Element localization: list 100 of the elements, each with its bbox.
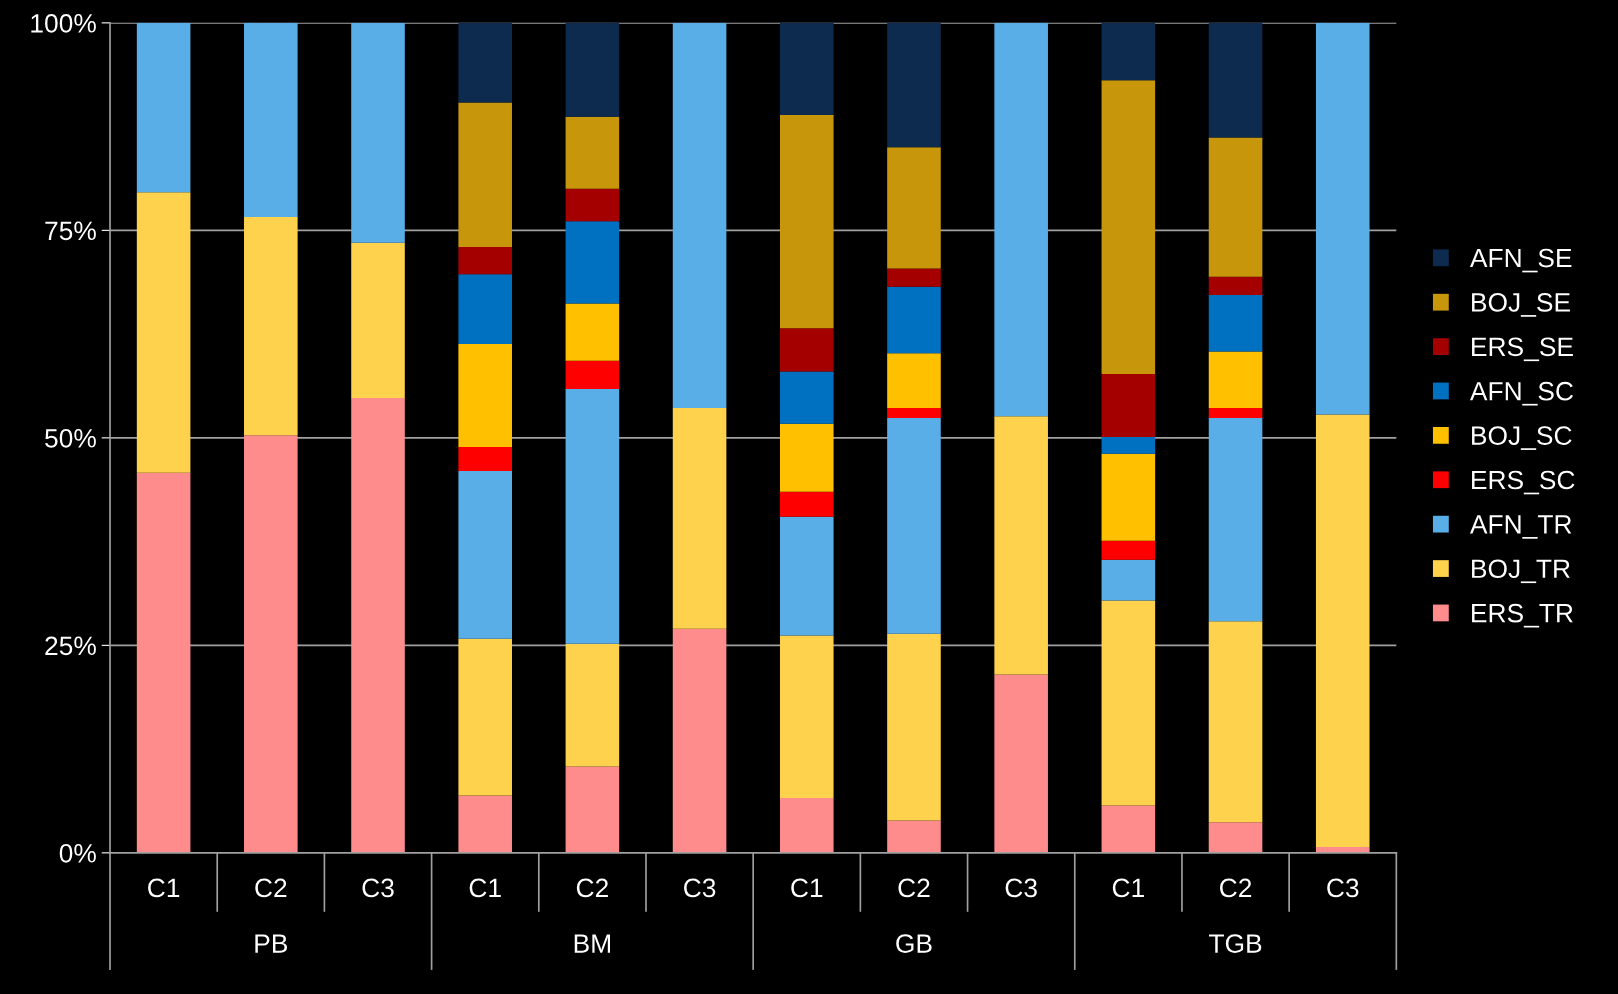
- bar: [887, 268, 941, 287]
- bar: [244, 22, 298, 218]
- bar: [779, 22, 834, 115]
- bar: [779, 491, 834, 517]
- bar: [1208, 621, 1263, 823]
- bar: [458, 22, 512, 103]
- bar: [244, 435, 298, 853]
- bar: [1208, 137, 1263, 277]
- bar: [565, 360, 620, 389]
- bar: [1315, 414, 1370, 848]
- bar: [351, 242, 405, 399]
- bar: [779, 635, 834, 799]
- bar: [565, 116, 620, 189]
- bar: [779, 423, 834, 492]
- x-tick-label: C2: [1220, 878, 1252, 898]
- bar: [779, 798, 834, 853]
- bar: [779, 371, 834, 424]
- x-tick-label: C3: [684, 878, 716, 898]
- text: BM: [574, 934, 611, 953]
- bar: [1101, 600, 1156, 806]
- bar: [1208, 22, 1263, 138]
- bar: [565, 766, 620, 853]
- x-tick-label: C1: [791, 878, 823, 898]
- bar: [887, 633, 941, 821]
- bar: [458, 446, 512, 472]
- bar: [565, 188, 620, 222]
- bar: [1208, 417, 1263, 622]
- bar: [779, 114, 834, 329]
- x-tick-label: C1: [148, 878, 180, 898]
- bar: [1101, 437, 1156, 454]
- bar: [1101, 540, 1156, 560]
- bar: [1101, 805, 1156, 853]
- legend-label: AFN_SE: [1469, 248, 1572, 273]
- bar: [458, 471, 512, 639]
- bar: [136, 192, 191, 473]
- bar: [1208, 276, 1263, 296]
- bar: [351, 22, 405, 243]
- bar: [779, 328, 834, 372]
- bar: [1101, 22, 1156, 81]
- bar: [565, 22, 620, 117]
- bar: [1315, 22, 1370, 415]
- bar: [244, 217, 298, 436]
- bar: [1101, 559, 1156, 601]
- bar: [458, 274, 512, 345]
- bar: [136, 472, 191, 853]
- y-tick-label: 25%: [45, 636, 96, 656]
- bar: [1208, 822, 1263, 853]
- bar: [458, 344, 512, 447]
- bar: [887, 417, 941, 634]
- bar: [458, 638, 512, 796]
- bar: [672, 22, 727, 408]
- x-tick-label: C3: [1327, 878, 1359, 898]
- bar: [1101, 373, 1156, 438]
- x-tick-label: C2: [898, 878, 930, 898]
- bar: [1101, 80, 1156, 374]
- bar: [136, 22, 191, 193]
- bar: [1208, 351, 1263, 408]
- bar: [994, 674, 1048, 853]
- bar: [458, 795, 512, 853]
- x-tick-label: C3: [362, 878, 394, 898]
- bar: [565, 388, 620, 644]
- bar: [565, 303, 620, 361]
- bar: [458, 102, 512, 247]
- bar: [672, 407, 727, 629]
- bar: [994, 416, 1048, 675]
- legend-label: AFN_TR: [1469, 515, 1572, 539]
- y-tick-label: 100%: [31, 14, 96, 33]
- x-tick-label: C1: [469, 878, 501, 898]
- text: TGB: [1209, 934, 1262, 953]
- bar: [887, 353, 941, 408]
- y-tick-label: 75%: [45, 221, 96, 241]
- y-tick-label: 50%: [45, 428, 96, 448]
- legend-label: ERS_SE: [1472, 337, 1573, 362]
- y-tick-label: 0%: [59, 843, 96, 863]
- legend-label: BOJ_SE: [1472, 293, 1570, 317]
- bar: [1208, 407, 1263, 418]
- bar: [887, 820, 941, 853]
- text: PB: [255, 934, 288, 953]
- legend-label: ERS_TR: [1472, 603, 1573, 628]
- legend-label: BOJ_TR: [1472, 559, 1570, 584]
- bar: [565, 643, 620, 767]
- legend-label: BOJ_SC: [1472, 426, 1572, 450]
- x-tick-label: C3: [1005, 878, 1037, 898]
- bar: [672, 628, 727, 853]
- bar: [1208, 295, 1263, 352]
- x-tick-label: C1: [1112, 878, 1144, 898]
- bar: [1101, 453, 1156, 541]
- x-tick-label: C2: [255, 878, 287, 898]
- bar: [994, 22, 1048, 417]
- bar: [351, 398, 405, 853]
- legend-label: ERS_SC: [1472, 470, 1575, 495]
- legend-label: AFN_SC: [1469, 381, 1573, 406]
- bar: [887, 407, 941, 418]
- x-tick-label: C2: [576, 878, 608, 898]
- text: GB: [896, 934, 932, 953]
- bar: [565, 221, 620, 304]
- bar: [887, 22, 941, 148]
- bar: [887, 147, 941, 269]
- bar: [887, 286, 941, 354]
- bar: [458, 246, 512, 275]
